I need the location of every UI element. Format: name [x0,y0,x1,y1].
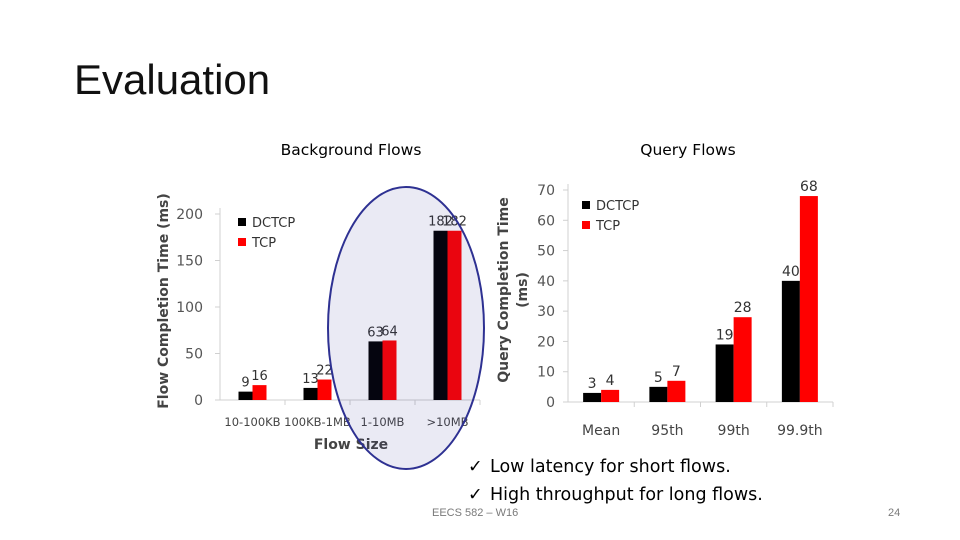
legend-swatch [238,218,246,226]
y-tick-label: 40 [537,274,555,290]
data-label: 40 [782,264,800,280]
legend-label: DCTCP [252,216,295,231]
data-label: 64 [381,324,398,339]
bar-dctcp [238,391,253,400]
legend-label: TCP [251,236,276,251]
x-axis-label: Flow Size [314,437,388,453]
data-label: 4 [606,373,615,389]
data-label: 28 [734,300,752,316]
x-tick-label: 10-100KB [224,415,280,429]
x-tick-label: 95th [651,423,683,439]
data-label: 5 [654,370,663,386]
y-axis-label: Query Completion Time (ms) [496,197,531,382]
data-label: 182 [428,215,453,230]
data-label: 68 [800,179,818,195]
bar-tcp [667,380,686,402]
data-label: 3 [588,376,597,392]
bullet-text: Low latency for short flows. [490,457,731,477]
bullet-text: High throughput for long flows. [490,485,763,505]
bar-tcp [733,317,752,402]
footer-course-label: EECS 582 – W16 [432,507,519,519]
data-label: 16 [251,369,268,384]
y-tick-label: 150 [176,254,203,270]
bar-tcp [382,340,397,400]
chart-title: Query Flows [640,141,736,159]
y-axis-label: Flow Completion Time (ms) [156,193,172,409]
y-tick-label: 0 [194,393,203,409]
bar-dctcp [368,341,383,400]
slide-title: Evaluation [74,56,271,103]
y-tick-label: 50 [537,244,555,260]
legend-swatch [582,221,590,229]
x-tick-label: Mean [582,423,620,439]
bar-tcp [447,230,462,400]
legend-swatch [238,238,246,246]
y-tick-label: 100 [176,300,203,316]
bullet-item: ✓ Low latency for short flows. [468,453,763,481]
bar-dctcp [781,280,800,402]
x-tick-label: 99.9th [777,423,823,439]
highlight-ellipse [327,186,485,470]
y-tick-label: 10 [537,365,555,381]
x-tick-label: 1-10MB [361,415,405,429]
data-label: 7 [672,364,681,380]
y-tick-label: 70 [537,183,555,199]
x-tick-label: 100KB-1MB [284,415,351,429]
chart-title: Background Flows [281,141,422,159]
legend-swatch [582,201,590,209]
legend-label: TCP [595,219,620,234]
data-label: 22 [316,364,333,379]
bar-tcp [799,196,818,402]
y-tick-label: 200 [176,207,203,223]
data-label: 9 [241,376,249,391]
x-tick-label: >10MB [426,415,468,429]
bar-dctcp [303,387,318,400]
page-number: 24 [888,507,901,519]
y-tick-label: 0 [546,395,555,411]
checkmark-icon: ✓ [468,457,483,477]
bar-tcp [252,385,267,400]
bar-dctcp [583,392,602,402]
bar-dctcp [433,230,448,400]
y-axis-label-line: (ms) [515,272,531,308]
data-label: 19 [716,327,734,343]
checkmark-icon: ✓ [468,485,483,505]
bar-tcp [317,379,332,400]
legend-label: DCTCP [596,199,639,214]
data-label: 63 [367,325,384,340]
data-label: 13 [302,372,319,387]
y-axis-label-line: Query Completion Time [496,197,512,382]
bar-dctcp [715,344,734,402]
y-tick-label: 60 [537,213,555,229]
y-tick-label: 50 [185,347,203,363]
y-tick-label: 30 [537,304,555,320]
y-tick-label: 20 [537,334,555,350]
bullet-item: ✓ High throughput for long flows. [468,481,763,509]
x-tick-label: 99th [718,423,750,439]
bullet-list: ✓ Low latency for short flows. ✓ High thro… [468,453,763,509]
bar-tcp [601,389,620,402]
bar-dctcp [649,386,668,402]
